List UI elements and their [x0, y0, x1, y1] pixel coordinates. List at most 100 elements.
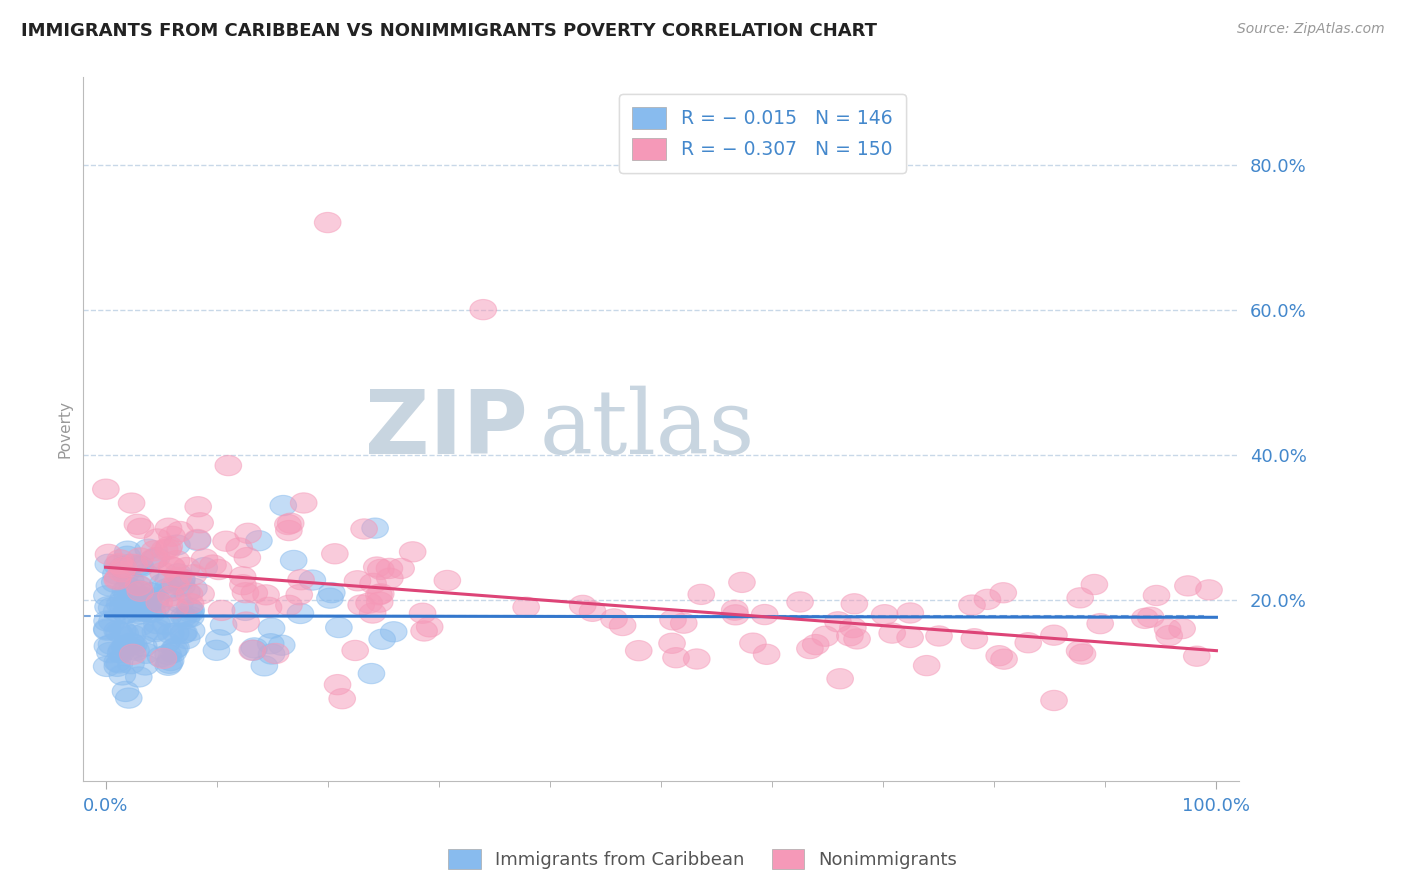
- Ellipse shape: [671, 613, 697, 633]
- Ellipse shape: [163, 638, 190, 657]
- Ellipse shape: [94, 636, 121, 657]
- Ellipse shape: [114, 546, 141, 566]
- Ellipse shape: [131, 624, 157, 644]
- Ellipse shape: [169, 575, 195, 596]
- Ellipse shape: [240, 638, 267, 658]
- Ellipse shape: [200, 555, 226, 575]
- Ellipse shape: [897, 603, 924, 624]
- Ellipse shape: [350, 519, 377, 539]
- Ellipse shape: [609, 615, 636, 636]
- Ellipse shape: [173, 558, 200, 578]
- Ellipse shape: [143, 598, 170, 618]
- Ellipse shape: [105, 653, 132, 673]
- Ellipse shape: [121, 602, 148, 623]
- Ellipse shape: [315, 212, 342, 233]
- Ellipse shape: [728, 572, 755, 592]
- Ellipse shape: [149, 562, 176, 582]
- Y-axis label: Poverty: Poverty: [58, 401, 72, 458]
- Ellipse shape: [120, 624, 146, 645]
- Ellipse shape: [104, 569, 131, 590]
- Ellipse shape: [1174, 575, 1201, 596]
- Ellipse shape: [94, 586, 121, 606]
- Ellipse shape: [1040, 625, 1067, 645]
- Ellipse shape: [108, 562, 135, 582]
- Ellipse shape: [366, 584, 392, 605]
- Ellipse shape: [120, 644, 146, 665]
- Ellipse shape: [132, 564, 159, 584]
- Ellipse shape: [416, 616, 443, 637]
- Ellipse shape: [98, 611, 125, 632]
- Ellipse shape: [787, 591, 814, 612]
- Ellipse shape: [211, 615, 238, 635]
- Ellipse shape: [173, 582, 200, 603]
- Ellipse shape: [513, 597, 540, 617]
- Ellipse shape: [326, 617, 353, 638]
- Ellipse shape: [659, 610, 686, 630]
- Ellipse shape: [93, 479, 120, 500]
- Ellipse shape: [751, 605, 778, 624]
- Ellipse shape: [94, 597, 121, 617]
- Ellipse shape: [173, 629, 200, 648]
- Ellipse shape: [240, 582, 267, 603]
- Ellipse shape: [325, 674, 352, 695]
- Ellipse shape: [803, 634, 830, 655]
- Ellipse shape: [141, 541, 167, 561]
- Ellipse shape: [299, 570, 326, 591]
- Ellipse shape: [205, 630, 232, 650]
- Ellipse shape: [114, 541, 141, 561]
- Ellipse shape: [322, 543, 349, 564]
- Ellipse shape: [142, 622, 169, 641]
- Ellipse shape: [319, 582, 344, 603]
- Ellipse shape: [156, 536, 183, 557]
- Ellipse shape: [356, 593, 382, 613]
- Ellipse shape: [162, 598, 188, 618]
- Ellipse shape: [754, 644, 780, 665]
- Ellipse shape: [138, 582, 165, 603]
- Ellipse shape: [107, 549, 134, 570]
- Ellipse shape: [276, 595, 302, 615]
- Ellipse shape: [138, 582, 165, 603]
- Ellipse shape: [367, 583, 394, 604]
- Ellipse shape: [112, 564, 139, 584]
- Text: Source: ZipAtlas.com: Source: ZipAtlas.com: [1237, 22, 1385, 37]
- Ellipse shape: [156, 653, 183, 673]
- Ellipse shape: [180, 578, 207, 599]
- Ellipse shape: [232, 582, 259, 603]
- Ellipse shape: [155, 578, 181, 599]
- Ellipse shape: [280, 550, 307, 571]
- Ellipse shape: [184, 530, 211, 550]
- Ellipse shape: [127, 604, 153, 624]
- Ellipse shape: [287, 603, 314, 624]
- Ellipse shape: [141, 548, 167, 568]
- Ellipse shape: [246, 531, 273, 551]
- Ellipse shape: [114, 585, 141, 606]
- Ellipse shape: [277, 513, 304, 533]
- Ellipse shape: [364, 557, 389, 577]
- Ellipse shape: [825, 612, 851, 632]
- Ellipse shape: [344, 571, 371, 591]
- Ellipse shape: [269, 635, 295, 656]
- Ellipse shape: [811, 626, 838, 647]
- Ellipse shape: [129, 600, 156, 621]
- Ellipse shape: [135, 602, 162, 623]
- Ellipse shape: [157, 624, 184, 644]
- Ellipse shape: [115, 577, 142, 598]
- Ellipse shape: [128, 597, 155, 617]
- Ellipse shape: [160, 642, 187, 663]
- Ellipse shape: [98, 598, 125, 618]
- Ellipse shape: [368, 629, 395, 649]
- Ellipse shape: [115, 688, 142, 708]
- Ellipse shape: [143, 548, 170, 568]
- Ellipse shape: [97, 642, 124, 663]
- Ellipse shape: [112, 681, 139, 702]
- Ellipse shape: [1143, 585, 1170, 606]
- Ellipse shape: [115, 593, 142, 614]
- Ellipse shape: [897, 627, 924, 648]
- Ellipse shape: [291, 492, 316, 513]
- Ellipse shape: [110, 558, 136, 578]
- Ellipse shape: [187, 513, 214, 533]
- Ellipse shape: [96, 576, 122, 596]
- Ellipse shape: [285, 584, 312, 605]
- Ellipse shape: [163, 550, 190, 571]
- Ellipse shape: [240, 640, 267, 660]
